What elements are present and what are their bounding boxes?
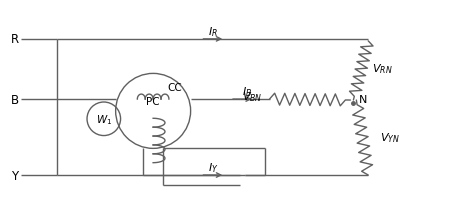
Text: $V_{RN}$: $V_{RN}$ bbox=[372, 62, 392, 76]
Text: Y: Y bbox=[11, 169, 18, 182]
Text: $V_{BN}$: $V_{BN}$ bbox=[242, 90, 262, 103]
Text: PC: PC bbox=[146, 97, 160, 107]
Text: $I_R$: $I_R$ bbox=[208, 25, 218, 39]
Text: $I_Y$: $I_Y$ bbox=[208, 160, 219, 174]
Text: $W_1$: $W_1$ bbox=[96, 112, 112, 126]
Text: CC: CC bbox=[168, 83, 182, 93]
Text: $I_B$: $I_B$ bbox=[242, 85, 252, 99]
Text: N: N bbox=[359, 95, 368, 104]
Text: R: R bbox=[11, 33, 19, 46]
Text: $V_{YN}$: $V_{YN}$ bbox=[380, 130, 400, 144]
Text: B: B bbox=[11, 93, 19, 106]
